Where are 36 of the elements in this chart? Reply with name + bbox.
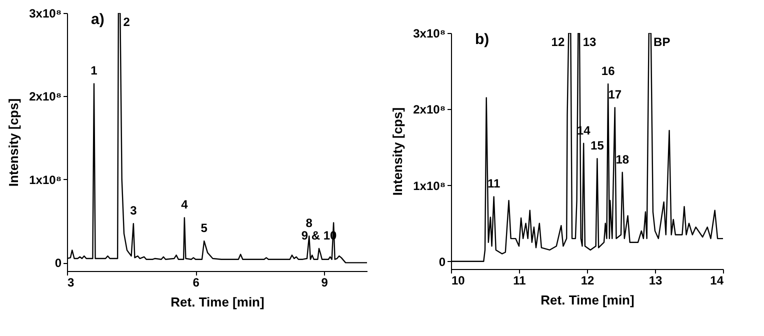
y-tick-label: 2x10⁸: [29, 90, 62, 104]
x-tick-label: 3: [68, 276, 74, 290]
annotation: 18: [616, 152, 630, 166]
annotation: 2: [123, 15, 130, 29]
y-tick-label: 0: [438, 254, 446, 269]
annotation: BP: [654, 35, 670, 49]
annotation: 12: [551, 35, 565, 49]
y-tick-label: 1x10⁸: [413, 178, 446, 193]
y-tick-label: 0: [54, 256, 62, 270]
annotation: 5: [200, 221, 208, 236]
annotation: 15: [590, 138, 604, 153]
annotation: 13: [582, 35, 597, 49]
x-axis-title: Ret. Time [min]: [540, 292, 634, 308]
annotation: 11: [487, 176, 501, 191]
chart-title: b): [475, 31, 490, 48]
x-tick-label: 6: [192, 276, 200, 290]
x-tick-label: 9: [321, 276, 328, 290]
annotation: 8: [306, 216, 313, 230]
x-tick-label: 12: [580, 274, 594, 288]
y-axis-title: Intensity [cps]: [390, 107, 406, 196]
x-axis-title: Ret. Time [min]: [170, 294, 264, 310]
x-tick-label: 14: [710, 274, 724, 288]
annotation: 16: [601, 64, 616, 78]
x-tick-label: 13: [648, 274, 662, 288]
y-tick-label: 1x10⁸: [29, 172, 62, 187]
chart-title: a): [91, 11, 104, 28]
annotation: 4: [181, 198, 188, 212]
x-tick-label: 10: [452, 274, 466, 288]
y-tick-label: 3x10⁸: [29, 6, 62, 20]
x-tick-label: 11: [513, 274, 526, 288]
annotation: 1: [90, 64, 98, 78]
y-tick-label: 3x10⁸: [413, 26, 446, 40]
annotation: 3: [130, 204, 138, 218]
y-tick-label: 2x10⁸: [413, 102, 446, 117]
annotation: 17: [608, 88, 622, 102]
y-axis-title: Intensity [cps]: [6, 98, 22, 187]
